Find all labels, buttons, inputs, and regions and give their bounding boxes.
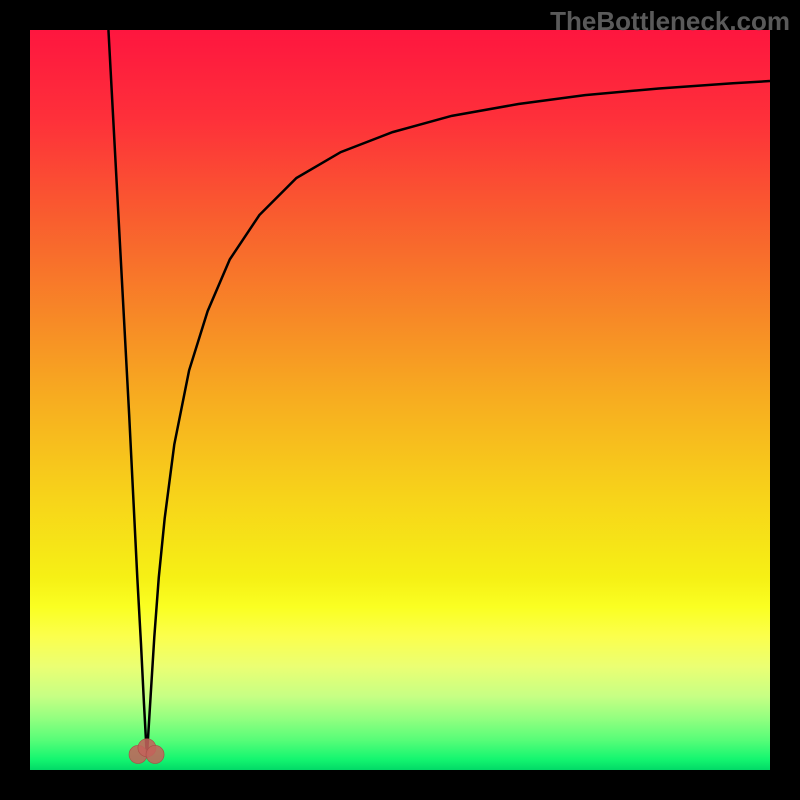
bottleneck-curve bbox=[108, 30, 770, 757]
cusp-marker bbox=[146, 745, 164, 763]
curve-overlay bbox=[0, 0, 800, 800]
stage: TheBottleneck.com bbox=[0, 0, 800, 800]
watermark-text: TheBottleneck.com bbox=[550, 6, 790, 37]
